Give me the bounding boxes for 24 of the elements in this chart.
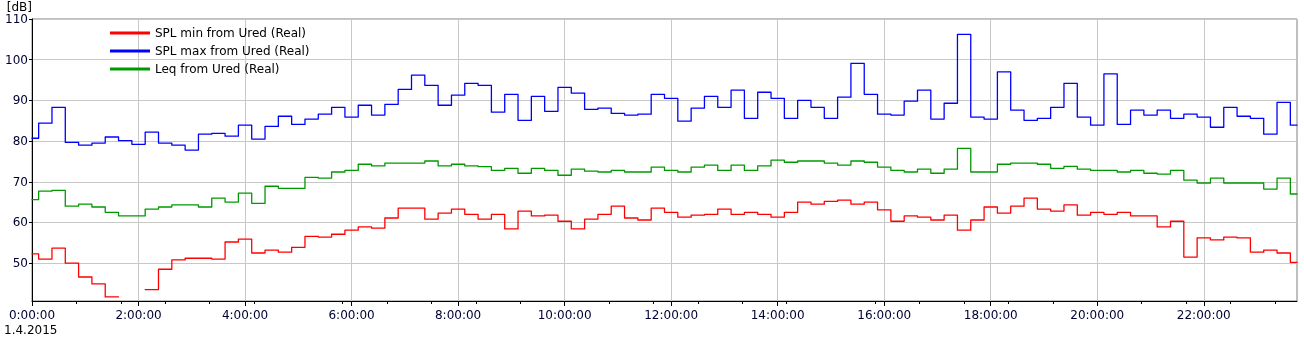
x-tick-label: 20:00:00 xyxy=(1070,308,1125,322)
x-tick-label: 12:00:00 xyxy=(644,308,699,322)
y-tick-label: 70 xyxy=(12,174,28,189)
x-tick-label: 14:00:00 xyxy=(750,308,805,322)
y-tick-label: 60 xyxy=(12,215,28,230)
x-tick-label: 22:00:00 xyxy=(1176,308,1231,322)
x-tick-label: 4:00:00 xyxy=(221,308,269,322)
y-tick-label: 100 xyxy=(5,52,28,67)
x-tick-label: 8:00:00 xyxy=(434,308,482,322)
legend-label: SPL min from Ured (Real) xyxy=(155,26,307,40)
y-axis-title: [dB] xyxy=(6,0,32,15)
text: 1.4.2015 xyxy=(4,323,58,337)
y-tick-label: 90 xyxy=(12,93,28,108)
y-tick-label: 80 xyxy=(12,134,28,149)
legend-label: SPL max from Ured (Real) xyxy=(155,44,310,58)
legend-label: Leq from Ured (Real) xyxy=(155,62,280,76)
x-tick-label: 10:00:00 xyxy=(537,308,592,322)
x-tick-label: 18:00:00 xyxy=(963,308,1018,322)
x-tick-label: 6:00:00 xyxy=(328,308,375,322)
y-tick-label: 110 xyxy=(5,12,28,26)
y-tick-label: 50 xyxy=(12,256,28,271)
x-tick-label: 2:00:00 xyxy=(115,308,162,322)
x-tick-label: 16:00:00 xyxy=(857,308,912,322)
x-tick-label: 0:00:00 xyxy=(8,308,56,322)
